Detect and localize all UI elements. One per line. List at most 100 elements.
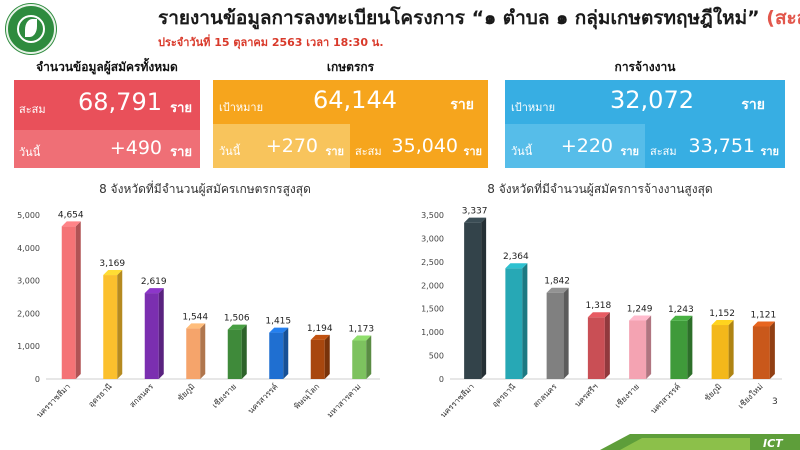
farmer-chart-bar-front: [269, 332, 284, 379]
farmer-chart-bar: [269, 327, 289, 379]
employ-cum-box: สะสม 33,751 ราย: [645, 124, 785, 168]
total-today-label: วันนี้: [19, 146, 41, 159]
farmer-chart-bar: [227, 324, 247, 379]
employ-chart-bar-front: [752, 326, 770, 379]
farmer-chart-bar-front: [61, 226, 76, 379]
farmer-chart-bar-top: [227, 324, 247, 330]
farmer-panel-label: เกษตรกร: [326, 60, 375, 74]
employ-chart-category-label: นครศรีฯ: [573, 382, 600, 409]
total-cumulative-box: สะสม 68,791 ราย: [14, 80, 200, 130]
employ-chart-bar-top: [546, 287, 569, 293]
farmer-chart-bar-side: [241, 324, 247, 379]
employ-chart-bar: [711, 320, 734, 379]
employ-chart-ytick-label: 500: [429, 352, 444, 361]
farmer-chart-category-label: พิษณุโลก: [291, 381, 321, 411]
employ-chart-category-label: เชียงใหม่: [736, 382, 764, 410]
farmer-chart-category-label: ชัยภูมิ: [176, 382, 198, 404]
farmer-today-unit: ราย: [325, 145, 344, 158]
employ-today-unit: ราย: [620, 145, 639, 158]
employ-chart-bar-top: [464, 217, 487, 223]
employ-chart-bar-side: [563, 287, 569, 379]
employ-chart-bar-front: [670, 320, 688, 379]
farmer-chart-ytick-label: 4,000: [17, 244, 40, 253]
employ-chart-bar-top: [752, 321, 775, 327]
employ-cum-label: สะสม: [650, 145, 677, 158]
employ-chart-value-label: 3,337: [462, 207, 488, 217]
farmer-chart-bar-top: [269, 327, 289, 333]
employ-chart-bar: [587, 312, 610, 379]
employ-chart-bar-side: [604, 312, 610, 379]
employ-chart-value-label: 1,249: [627, 304, 653, 314]
farmer-chart-title: 8 จังหวัดที่มีจำนวนผู้สมัครเกษตรกรสูงสุด: [99, 182, 311, 196]
farmer-chart-value-label: 3,169: [99, 259, 125, 269]
employ-panel-label: การจ้างงาน: [614, 60, 676, 74]
employ-chart-ytick-label: 0: [439, 375, 444, 384]
farmer-chart-value-label: 1,415: [265, 317, 291, 327]
employ-chart-bar-side: [687, 315, 693, 379]
farmer-chart-ytick-label: 3,000: [17, 277, 40, 286]
employ-chart-bar-front: [711, 325, 729, 379]
farmer-today-label: วันนี้: [219, 145, 241, 158]
farmer-chart-bar-side: [366, 335, 372, 379]
employ-chart-category-label: นครสวรรค์: [648, 381, 682, 415]
farmer-chart-category-label: นครราชสีมา: [35, 382, 72, 419]
employ-chart-ytick-label: 2,000: [421, 281, 444, 290]
farmer-today-box: วันนี้ +270 ราย: [213, 124, 350, 168]
employ-target-unit: ราย: [741, 97, 765, 113]
employ-chart-bar-front: [546, 292, 564, 379]
employ-chart-bar-top: [711, 320, 734, 326]
total-cum-label: สะสม: [19, 103, 46, 116]
farmer-chart-value-label: 1,194: [307, 324, 333, 334]
employ-chart-bar: [629, 315, 652, 379]
employ-target-box: เป้าหมาย 32,072 ราย: [505, 80, 785, 124]
farmer-target-box: เป้าหมาย 64,144 ราย: [213, 80, 488, 124]
employ-chart-ytick-label: 3,500: [421, 211, 444, 220]
farmer-chart-ytick-label: 5,000: [17, 211, 40, 220]
farmer-chart-bar: [186, 323, 206, 379]
employ-chart-category-label: นครราชสีมา: [439, 382, 476, 419]
employ-target-value: 32,072: [610, 86, 694, 114]
farmer-chart-bar-front: [103, 275, 118, 379]
employ-today-value: +220: [560, 135, 613, 157]
farmer-chart-category-label: สกลนคร: [128, 382, 156, 410]
farmer-chart-bar-top: [144, 288, 164, 294]
total-panel-label: จำนวนข้อมูลผู้สมัครทั้งหมด: [36, 60, 178, 74]
employ-chart-category-label: ชัยภูมิ: [703, 382, 725, 404]
footer-ribbon: ICT: [600, 434, 800, 450]
employ-chart-value-label: 1,243: [668, 305, 694, 315]
farmer-chart-bar-side: [283, 327, 289, 379]
employ-chart-value-label: 1,121: [750, 310, 776, 320]
employ-chart-bar: [464, 217, 487, 379]
farmer-chart-bar-top: [103, 270, 123, 276]
employ-cum-unit: ราย: [760, 145, 779, 158]
employ-chart-bar-side: [769, 321, 775, 379]
employ-chart-ytick-label: 1,000: [421, 328, 444, 337]
total-cum-unit: ราย: [170, 101, 192, 116]
farmer-chart-value-label: 2,619: [141, 277, 167, 287]
farmer-chart-category-label: นครสวรรค์: [245, 381, 279, 415]
page-title-main: รายงานข้อมูลการลงทะเบียนโครงการ “๑ ตำบล …: [158, 7, 760, 29]
total-today-unit: ราย: [170, 145, 192, 160]
farmer-chart-bar-side: [324, 334, 330, 379]
total-today-value: +490: [109, 137, 162, 159]
farmer-target-value: 64,144: [313, 86, 397, 114]
employ-chart-value-label: 1,842: [544, 277, 570, 287]
farmer-chart-ytick-label: 0: [35, 375, 40, 384]
farmer-chart-bar-front: [310, 339, 325, 379]
employ-today-label: วันนี้: [511, 145, 533, 158]
farmer-bar-chart: 0 1,000 2,000 3,000 4,000 5,000 4,654 นครราชสีม…: [17, 210, 380, 420]
farmer-target-unit: ราย: [450, 97, 474, 113]
total-today-box: วันนี้ +490 ราย: [14, 130, 200, 168]
employ-chart-category-label: อุดรธานี: [490, 382, 517, 409]
farmer-chart-bar-top: [186, 323, 206, 329]
farmer-chart-category-label: มหาสารคาม: [325, 382, 362, 419]
farmer-target-label: เป้าหมาย: [219, 101, 264, 114]
employ-chart-value-label: 2,364: [503, 252, 529, 262]
employ-target-label: เป้าหมาย: [511, 101, 556, 114]
farmer-cum-box: สะสม 35,040 ราย: [350, 124, 488, 168]
employ-today-box: วันนี้ +220 ราย: [505, 124, 645, 168]
farmer-chart-bar-side: [117, 270, 123, 379]
employ-chart-ytick-label: 3,000: [421, 234, 444, 243]
employ-chart-bar: [546, 287, 569, 379]
farmer-chart-value-label: 1,544: [182, 312, 208, 322]
